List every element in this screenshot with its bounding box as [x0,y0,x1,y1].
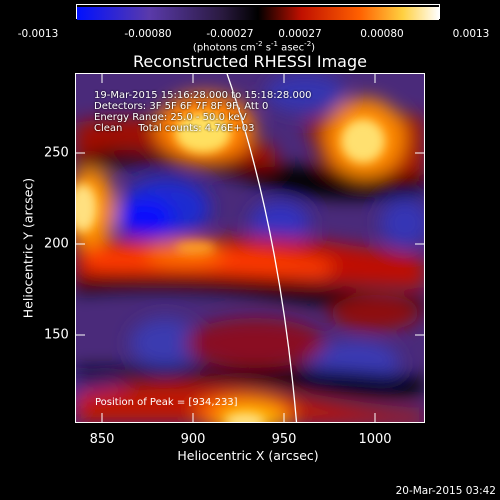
colorbar-tick: -0.0013 [17,28,59,40]
colorbar-gradient [77,7,439,20]
annotation-energy: Energy Range: 25.0 - 50.0 keV [94,112,247,123]
image-canvas [75,73,425,423]
y-tick-label: 250 [44,145,69,161]
y-axis-ticks [75,152,425,336]
y-tick-label: 200 [44,236,69,252]
x-axis-label: Heliocentric X (arcsec) [177,448,319,463]
colorbar-units: (photons cm-2 s-1 asec-2) [192,40,316,54]
y-tick-label: 150 [44,327,69,343]
colorbar [76,4,440,20]
annotation-time-range: 19-Mar-2015 15:16:28.000 to 15:18:28.000 [94,90,312,101]
colorbar-tick: 0.0013 [452,28,490,40]
plot-title: Reconstructed RHESSI Image [133,52,367,71]
colorbar-tick: -0.00080 [124,28,172,40]
timestamp: 20-Mar-2015 03:42 [395,485,496,497]
x-tick-label: 850 [89,432,115,447]
rhessi-image [75,73,425,423]
colorbar-tick: 0.00027 [278,28,322,40]
x-tick-label: 1000 [358,432,392,447]
annotation-algorithm: Clean Total counts: 4.76E+03 [94,123,255,134]
x-axis-ticks [101,73,376,423]
x-tick-label: 900 [180,432,206,447]
annotation-peak-position: Position of Peak = [934,233] [95,397,238,408]
colorbar-tick: 0.00080 [360,28,404,40]
annotation-detectors: Detectors: 3F 5F 6F 7F 8F 9F, Att 0 [94,101,269,112]
x-tick-label: 950 [271,432,297,447]
y-axis-label: Heliocentric Y (arcsec) [20,177,36,319]
colorbar-tick: -0.00027 [206,28,254,40]
